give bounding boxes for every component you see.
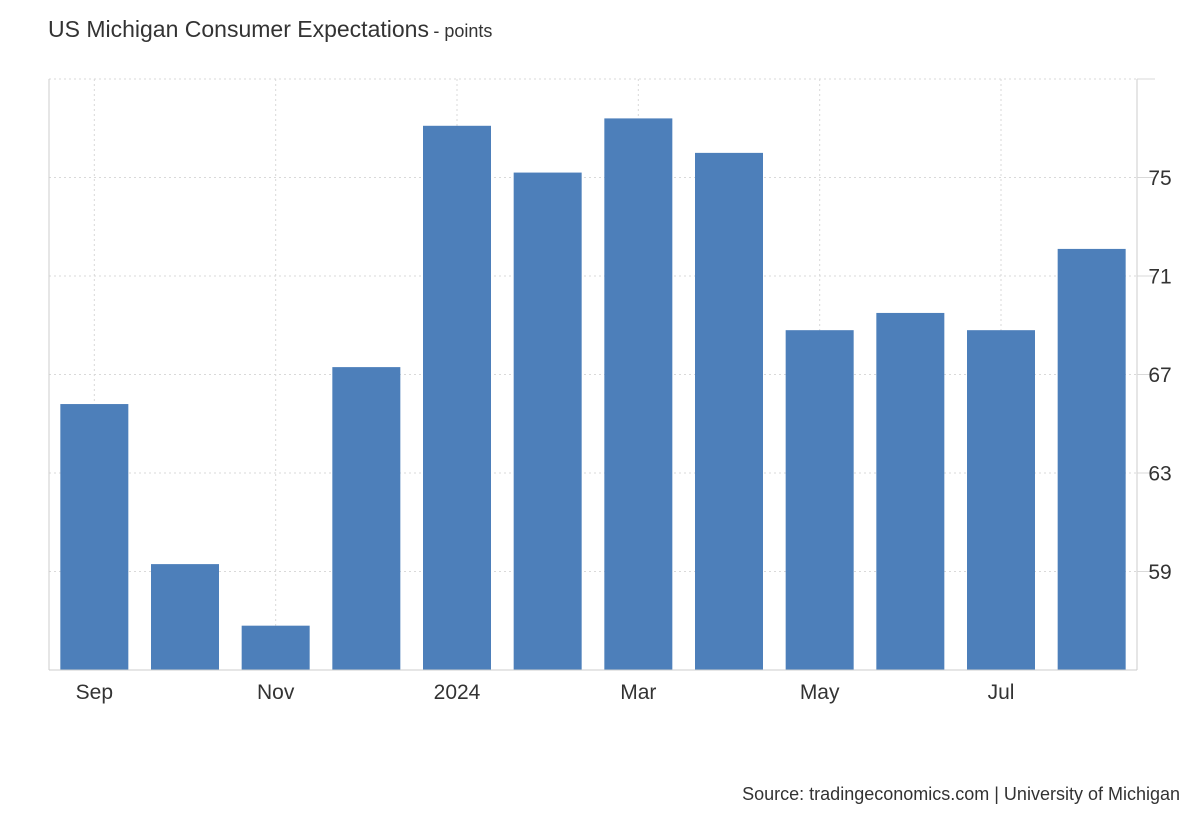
bar-2024-03	[604, 118, 673, 670]
bar-2024-02	[513, 172, 582, 670]
chart-subtitle: - points	[433, 21, 493, 41]
bar-2024-07	[967, 330, 1035, 670]
axis-layer	[48, 78, 1155, 671]
bar-2024-04	[695, 152, 763, 670]
source-note: Source: tradingeconomics.com | Universit…	[742, 784, 1180, 804]
bars-layer	[60, 118, 1126, 671]
x-tick-label: Nov	[257, 681, 295, 704]
x-tick-label: 2024	[434, 681, 481, 704]
y-tick-label: 71	[1148, 266, 1171, 289]
bar-2023-09	[60, 404, 129, 670]
bar-2024-05	[785, 330, 854, 670]
labels-layer: 59 63 67 71 75 Sep Nov 2024 Mar May Jul	[76, 167, 1172, 704]
bar-2024-06	[876, 312, 945, 670]
bar-2023-11	[241, 625, 310, 670]
y-tick-label: 63	[1148, 463, 1171, 486]
bar-2024-01	[423, 125, 491, 671]
y-tick-label: 67	[1148, 364, 1171, 387]
x-tick-label: May	[800, 681, 840, 704]
y-tick-label: 75	[1148, 167, 1171, 190]
x-tick-label: Jul	[988, 681, 1015, 704]
chart-header: US Michigan Consumer Expectations - poin…	[48, 16, 492, 43]
bar-2023-10	[151, 564, 219, 670]
x-tick-label: Sep	[76, 681, 113, 704]
bar-2023-12	[332, 367, 401, 670]
y-tick-label: 59	[1148, 561, 1171, 584]
chart-title: US Michigan Consumer Expectations	[48, 16, 429, 42]
x-tick-label: Mar	[620, 681, 656, 704]
bar-2024-08	[1057, 248, 1126, 670]
